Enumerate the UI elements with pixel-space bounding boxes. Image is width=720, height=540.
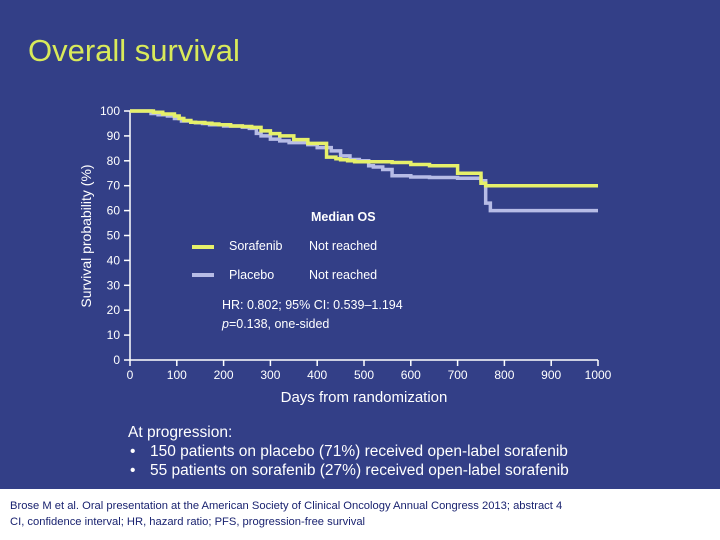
- footer-citation: Brose M et al. Oral presentation at the …: [10, 500, 563, 512]
- y-tick-label: 20: [107, 303, 121, 317]
- p-value-symbol: p: [221, 317, 229, 331]
- x-tick-label: 600: [401, 368, 421, 382]
- note-text: 150 patients on placebo (71%) received o…: [150, 443, 568, 460]
- notes-heading: At progression:: [128, 424, 233, 441]
- progression-notes: At progression: • 150 patients on placebo…: [128, 423, 569, 480]
- bullet-icon: •: [130, 443, 136, 460]
- x-axis-label: Days from randomization: [281, 389, 448, 406]
- x-tick-label: 700: [448, 368, 468, 382]
- y-tick-label: 90: [107, 129, 121, 143]
- p-value-text: =0.138, one-sided: [229, 317, 329, 331]
- legend-label-placebo: Placebo: [229, 268, 274, 282]
- x-tick-label: 800: [494, 368, 514, 382]
- y-ticks: 0 10 20 30 40 50 60 70 80 90 100: [100, 104, 130, 367]
- y-tick-label: 0: [113, 353, 120, 367]
- legend-value-sorafenib: Not reached: [309, 239, 377, 253]
- legend: Median OS Sorafenib Not reached Placebo …: [192, 210, 377, 282]
- x-tick-label: 300: [260, 368, 280, 382]
- note-item: • 55 patients on sorafenib (27%) received…: [128, 461, 569, 480]
- series-line-sorafenib: [130, 109, 598, 188]
- x-tick-label: 500: [354, 368, 374, 382]
- legend-title: Median OS: [311, 210, 376, 224]
- legend-value-placebo: Not reached: [309, 268, 377, 282]
- y-tick-label: 10: [107, 328, 121, 342]
- legend-label-sorafenib: Sorafenib: [229, 239, 283, 253]
- x-tick-label: 0: [127, 368, 134, 382]
- x-tick-label: 900: [541, 368, 561, 382]
- hazard-ratio-annotation: HR: 0.802; 95% CI: 0.539–1.194: [222, 298, 403, 312]
- survival-chart: 0 10 20 30 40 50 60 70 80 90 100 0 100 200 300 400 500 6…: [78, 104, 612, 406]
- y-tick-label: 100: [100, 104, 120, 118]
- y-tick-label: 40: [107, 253, 121, 267]
- x-tick-label: 200: [214, 368, 234, 382]
- note-text: 55 patients on sorafenib (27%) received …: [150, 462, 569, 479]
- p-value-annotation: p=0.138, one-sided: [221, 317, 329, 331]
- chart-axes: [129, 111, 598, 361]
- footer-references: Brose M et al. Oral presentation at the …: [0, 489, 720, 540]
- survival-curves: [130, 109, 598, 213]
- bullet-icon: •: [130, 462, 136, 479]
- note-item: • 150 patients on placebo (71%) received …: [128, 442, 569, 461]
- x-ticks: 0 100 200 300 400 500 600 700 800 900 1000: [127, 360, 612, 382]
- y-tick-label: 50: [107, 229, 121, 243]
- slide-title: Overall survival: [28, 33, 240, 68]
- x-tick-label: 100: [167, 368, 187, 382]
- y-tick-label: 60: [107, 204, 121, 218]
- y-axis-label: Survival probability (%): [78, 164, 94, 307]
- y-tick-label: 80: [107, 154, 121, 168]
- x-tick-label: 400: [307, 368, 327, 382]
- y-tick-label: 70: [107, 179, 121, 193]
- x-tick-label: 1000: [585, 368, 612, 382]
- footer-abbreviations: CI, confidence interval; HR, hazard rati…: [10, 516, 366, 528]
- y-tick-label: 30: [107, 278, 121, 292]
